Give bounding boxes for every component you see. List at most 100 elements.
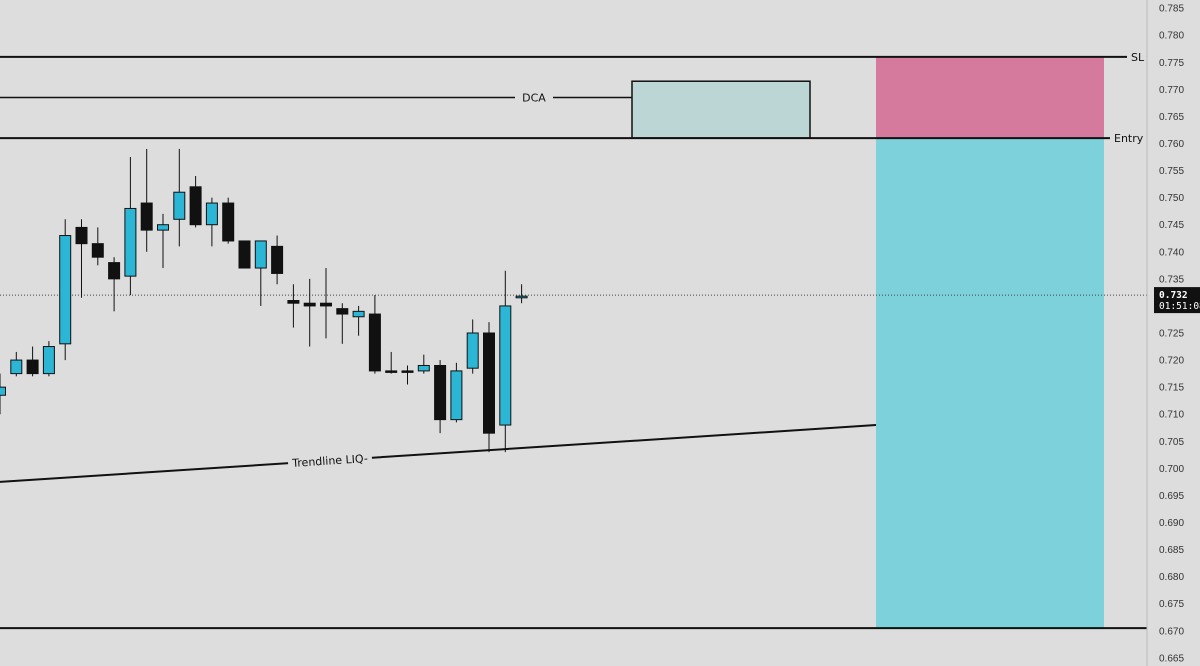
candle-body: [108, 262, 121, 280]
candle-body: [254, 240, 267, 269]
entry-axis-label: Entry: [1114, 132, 1144, 145]
current-price-tag: [1154, 287, 1200, 314]
price-tick-label: 0.780: [1159, 31, 1184, 42]
candle: [287, 284, 300, 328]
candle: [10, 351, 23, 377]
price-tick-label: 0.735: [1159, 274, 1184, 285]
candle-body: [140, 202, 153, 231]
candles: [0, 148, 528, 453]
candle-body: [483, 332, 495, 434]
candle-body: [385, 370, 398, 373]
price-tick-label: 0.715: [1159, 383, 1184, 394]
candle: [124, 157, 137, 296]
candle-body: [450, 370, 463, 421]
candle-body: [499, 305, 512, 426]
candle-body: [352, 310, 365, 318]
price-tick-label: 0.720: [1159, 356, 1184, 367]
take-profit-reward-zone[interactable]: [876, 138, 1104, 629]
price-tick-label: 0.750: [1159, 193, 1184, 204]
price-axis-background: [1147, 0, 1200, 666]
price-tick-label: 0.705: [1159, 437, 1184, 448]
candle: [157, 213, 169, 269]
trendline-label[interactable]: Trendline LIQ-: [291, 452, 368, 470]
candle-body: [271, 245, 284, 274]
candle-body: [91, 243, 104, 258]
price-tick-label: 0.785: [1159, 4, 1184, 15]
candle-body: [515, 295, 528, 299]
candle-body: [368, 313, 381, 372]
candle: [385, 351, 398, 374]
candle-body: [320, 302, 332, 307]
candle-body: [124, 207, 137, 277]
horizontal-levels: [0, 55, 1147, 630]
candle-body: [222, 202, 235, 242]
candle-body: [434, 364, 447, 421]
candle: [352, 305, 365, 336]
price-tick-label: 0.740: [1159, 247, 1184, 258]
candle-body: [189, 186, 202, 226]
candle: [336, 303, 349, 344]
candle: [238, 240, 251, 269]
candle: [26, 346, 39, 377]
trendline-label-background: [287, 450, 373, 470]
price-tick-label: 0.685: [1159, 545, 1184, 556]
candle: [0, 373, 6, 415]
price-tick-label: 0.710: [1159, 410, 1184, 421]
candle-body: [26, 359, 39, 375]
trendline[interactable]: [0, 424, 877, 483]
candle-body: [303, 302, 316, 307]
price-tick-label: 0.695: [1159, 491, 1184, 502]
price-tick-label: 0.745: [1159, 220, 1184, 231]
candle-body: [205, 202, 218, 226]
candle: [189, 175, 202, 228]
position-zones: [631, 56, 1104, 629]
candle: [320, 268, 332, 339]
price-tick-label: 0.725: [1159, 329, 1184, 340]
candle: [417, 354, 430, 374]
sl-axis-label: SL: [1131, 51, 1145, 64]
candle: [466, 319, 479, 374]
candle: [434, 360, 447, 434]
price-tick-label: 0.775: [1159, 58, 1184, 69]
price-tick-label: 0.665: [1159, 653, 1184, 664]
candle: [91, 227, 104, 266]
candle: [59, 219, 72, 361]
candle-body: [466, 332, 479, 369]
candle-body: [75, 226, 88, 245]
candle: [483, 322, 495, 453]
price-tick-label: 0.765: [1159, 112, 1184, 123]
candle: [499, 270, 512, 453]
candle: [401, 365, 414, 385]
candle: [271, 235, 284, 285]
price-tick-label: 0.755: [1159, 166, 1184, 177]
candle-body: [238, 240, 251, 269]
candle: [205, 197, 218, 247]
candle-body: [336, 308, 349, 315]
candle-body: [59, 235, 72, 345]
candle: [75, 219, 88, 298]
dca-label[interactable]: DCA: [522, 91, 546, 104]
candle: [42, 341, 55, 377]
candle-body: [173, 191, 186, 220]
candle: [222, 197, 235, 244]
stop-loss-risk-zone[interactable]: [876, 56, 1104, 139]
price-tick-label: 0.690: [1159, 518, 1184, 529]
candle: [108, 257, 121, 312]
candle: [450, 362, 463, 423]
dca-box[interactable]: [631, 80, 811, 139]
price-tick-label: 0.760: [1159, 139, 1184, 150]
candle: [254, 240, 267, 306]
candle-body: [157, 224, 169, 231]
candle-countdown: 01:51:08: [1159, 301, 1200, 312]
price-tick-label: 0.770: [1159, 85, 1184, 96]
candle-body: [10, 359, 23, 375]
price-axis[interactable]: 0.665 0.670 0.675 0.680 0.685 0.690 0.695 0.700…: [1114, 0, 1200, 666]
price-tick-label: 0.700: [1159, 464, 1184, 475]
candle-body: [401, 370, 414, 373]
candle: [303, 278, 316, 347]
candle: [515, 284, 528, 304]
annotation-labels: DCA Trendline LIQ-: [287, 91, 546, 470]
candle-body: [0, 386, 6, 396]
candle-body: [287, 300, 300, 304]
